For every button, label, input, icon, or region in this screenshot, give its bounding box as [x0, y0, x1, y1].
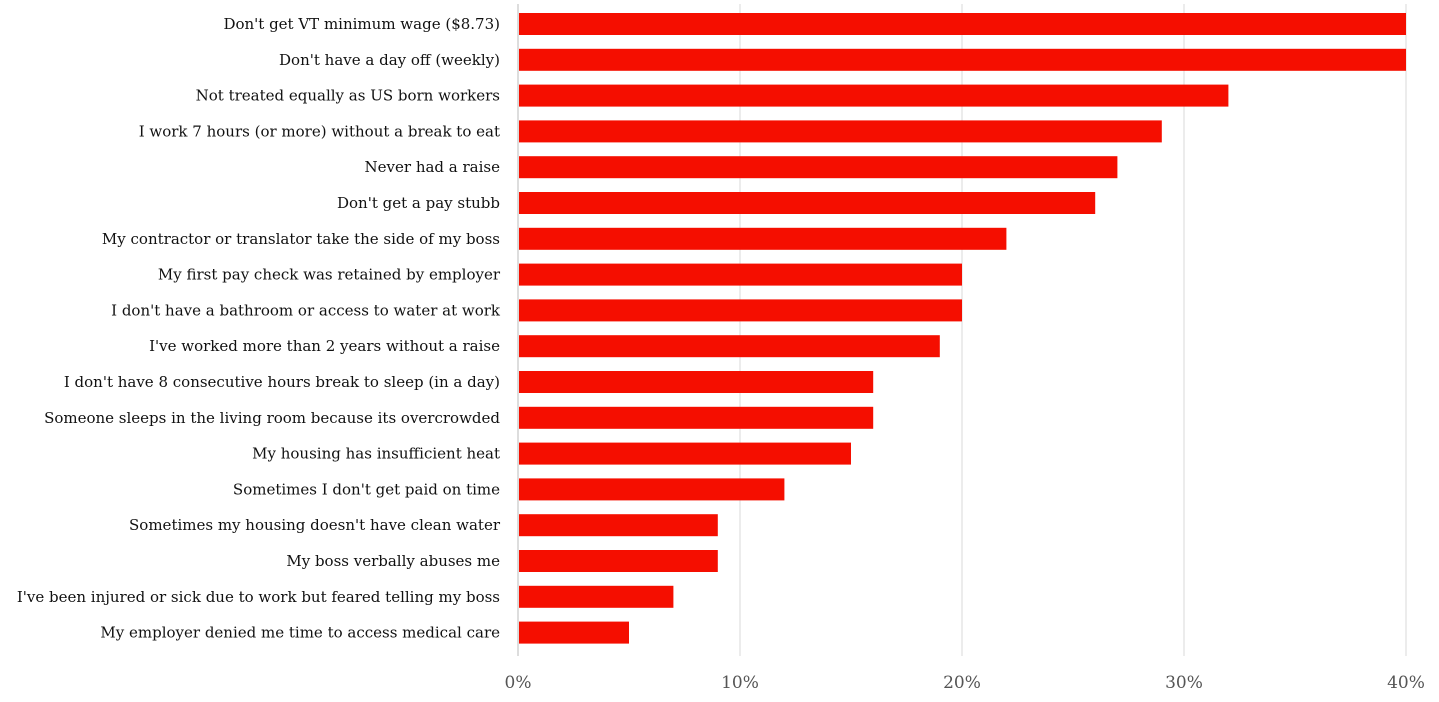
category-label: My employer denied me time to access med…: [100, 624, 500, 642]
bar: [519, 550, 718, 572]
x-tick-label: 20%: [943, 673, 981, 693]
bar: [519, 371, 874, 393]
grid-layer: [517, 4, 1407, 656]
bar: [519, 120, 1162, 143]
category-label: Don't get VT minimum wage ($8.73): [223, 15, 500, 33]
bar-layer: [519, 13, 1406, 644]
category-label: Never had a raise: [365, 158, 501, 176]
category-label: I don't have a bathroom or access to wat…: [111, 301, 501, 319]
bar: [519, 478, 785, 501]
x-tick-label: 30%: [1165, 673, 1203, 693]
category-label: I work 7 hours (or more) without a break…: [139, 122, 500, 140]
bar: [519, 13, 1406, 35]
bar: [519, 335, 940, 358]
category-label: I've worked more than 2 years without a …: [149, 337, 500, 355]
bar: [519, 621, 629, 644]
category-label: My contractor or translator take the sid…: [102, 230, 500, 248]
category-label: My first pay check was retained by emplo…: [158, 266, 501, 284]
category-label: Not treated equally as US born workers: [196, 87, 500, 105]
category-label: I've been injured or sick due to work bu…: [17, 588, 500, 606]
category-label: Don't get a pay stubb: [337, 194, 500, 212]
bar: [519, 84, 1229, 107]
tick-label-layer: 0% 10% 20% 30% 40%: [505, 673, 1425, 693]
category-label: Sometimes my housing doesn't have clean …: [129, 516, 501, 534]
x-tick-label: 40%: [1387, 673, 1425, 693]
category-label: My housing has insufficient heat: [252, 445, 500, 463]
bar: [519, 227, 1007, 250]
bar: [519, 263, 962, 286]
bar: [519, 156, 1118, 179]
category-label: Sometimes I don't get paid on time: [233, 480, 500, 498]
category-label: Don't have a day off (weekly): [279, 51, 500, 69]
bar: [519, 514, 718, 537]
bar: [519, 48, 1406, 71]
category-label-layer: Don't get VT minimum wage ($8.73) Don't h…: [17, 15, 501, 642]
bar: [519, 192, 1096, 214]
x-tick-label: 10%: [721, 673, 759, 693]
category-label: My boss verbally abuses me: [286, 552, 500, 570]
bar: [519, 299, 962, 322]
x-tick-label: 0%: [505, 673, 532, 693]
category-label: Someone sleeps in the living room becaus…: [44, 409, 500, 427]
category-label: I don't have 8 consecutive hours break t…: [64, 373, 500, 391]
bar: [519, 442, 851, 465]
bar: [519, 585, 674, 608]
bar: [519, 406, 874, 429]
